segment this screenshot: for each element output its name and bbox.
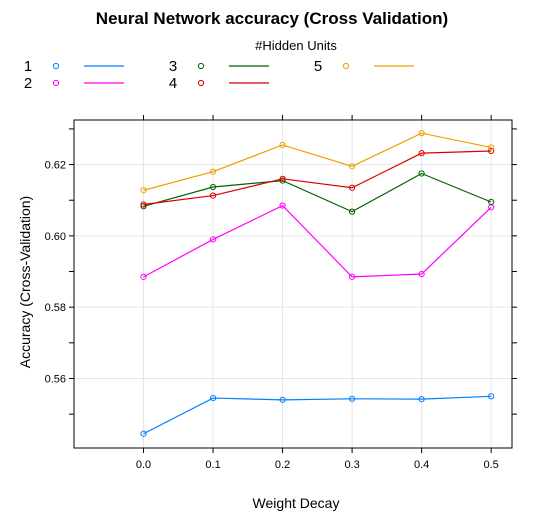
- x-axis-label: Weight Decay: [253, 495, 340, 511]
- series-line-4: [143, 150, 492, 206]
- series-group: [140, 130, 495, 437]
- data-point: [140, 203, 147, 210]
- legend-marker: [342, 62, 350, 70]
- x-tick-label: 0.1: [205, 459, 220, 471]
- data-point: [488, 198, 495, 206]
- data-point: [418, 170, 425, 177]
- data-point: [140, 201, 147, 208]
- data-point: [418, 130, 425, 137]
- data-point: [140, 273, 147, 280]
- data-point: [279, 202, 286, 209]
- data-point: [348, 163, 356, 170]
- x-tick-label: 0.4: [414, 459, 429, 471]
- data-point: [418, 270, 425, 278]
- legend-marker: [52, 79, 60, 87]
- legend-label-3: 3: [169, 58, 177, 75]
- legend-title: #Hidden Units: [255, 38, 337, 53]
- legend-label-2: 2: [24, 75, 32, 92]
- x-tick-label: 0.0: [136, 459, 151, 471]
- y-axis-label: Accuracy (Cross-Validation): [17, 196, 33, 368]
- axes: 0.0 0.1 0.2 0.3 0.4 0.5 0.56 0.58 0.60 0.62: [45, 115, 517, 471]
- y-tick-label: 0.62: [45, 160, 66, 172]
- data-point: [488, 147, 495, 155]
- data-point: [279, 177, 286, 184]
- data-point: [348, 184, 356, 191]
- grid: [74, 120, 512, 448]
- data-point: [209, 236, 217, 243]
- legend-marker: [52, 62, 60, 70]
- data-point: [488, 393, 495, 400]
- data-point: [140, 187, 147, 194]
- plot-panel: [73, 119, 513, 449]
- data-point: [418, 396, 425, 403]
- legend-label-1: 1: [24, 58, 32, 75]
- series-line-5: [143, 132, 492, 191]
- x-tick-label: 0.5: [483, 459, 498, 471]
- data-point: [279, 141, 286, 149]
- series-line-1: [143, 395, 492, 435]
- data-point: [209, 168, 217, 175]
- data-point: [279, 396, 286, 403]
- data-point: [209, 183, 217, 191]
- series-line-3: [143, 172, 492, 213]
- y-tick-label: 0.58: [45, 302, 66, 314]
- chart-title: Neural Network accuracy (Cross Validatio…: [96, 9, 448, 28]
- data-point: [140, 430, 147, 437]
- legend-marker: [197, 79, 205, 87]
- legend-marker: [197, 62, 205, 70]
- data-point: [418, 150, 425, 157]
- y-tick-label: 0.56: [45, 373, 66, 385]
- x-tick-label: 0.3: [344, 459, 359, 471]
- data-point: [488, 144, 495, 151]
- data-point: [348, 273, 356, 280]
- data-point: [279, 175, 286, 182]
- y-tick-label: 0.60: [45, 231, 66, 243]
- data-point: [348, 395, 356, 402]
- x-tick-label: 0.2: [275, 459, 290, 471]
- legend: 12 34 5: [24, 58, 414, 92]
- legend-label-4: 4: [169, 75, 177, 92]
- data-point: [348, 208, 356, 215]
- data-point: [209, 192, 217, 199]
- series-line-2: [143, 204, 492, 278]
- legend-label-5: 5: [314, 58, 322, 75]
- data-point: [209, 394, 217, 402]
